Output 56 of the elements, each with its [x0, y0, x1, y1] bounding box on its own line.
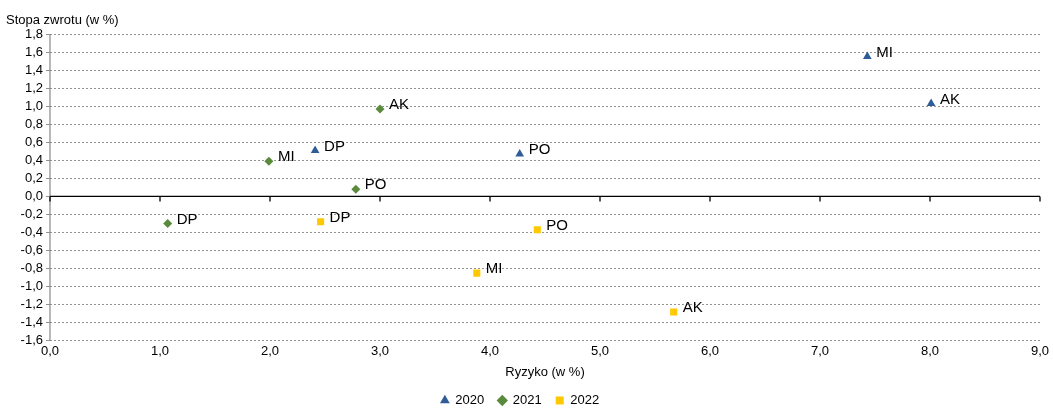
point — [163, 218, 173, 228]
annotation: DP — [324, 136, 345, 154]
x-tick-label: 5,0 — [590, 343, 610, 359]
annotation: AK — [389, 95, 410, 113]
y-tick-label: 0,2 — [24, 169, 43, 185]
y-tick-label: 0,6 — [24, 133, 43, 149]
annotation: MI — [277, 147, 295, 165]
annotation: DP — [329, 207, 351, 225]
legend-label: 2020 — [455, 392, 485, 408]
y-tick-label: 1,0 — [24, 97, 43, 113]
point — [670, 308, 678, 316]
y-tick-label: -1,4 — [20, 314, 43, 330]
y-tick-label: -1,2 — [20, 296, 43, 312]
x-axis-title: Ryzyko (w %) — [505, 363, 585, 379]
x-tick-label: 0,0 — [40, 343, 60, 359]
y-tick-label: -1,0 — [20, 278, 43, 294]
annotation: PO — [546, 215, 568, 233]
point — [533, 226, 541, 234]
y-tick-label: -0,4 — [20, 224, 43, 240]
legend-label: 2022 — [570, 392, 600, 408]
x-tick-label: 2,0 — [260, 343, 280, 359]
y-tick-label: 0,0 — [24, 188, 43, 203]
x-tick-label: 6,0 — [700, 343, 720, 359]
y-axis-title: Stopa zwrotu (w %) — [6, 12, 119, 27]
point — [375, 104, 385, 114]
annotation: AK — [940, 89, 961, 107]
y-tick-label: -1,6 — [20, 332, 43, 348]
legend-label: 2021 — [512, 392, 542, 408]
y-tick-label: -0,6 — [20, 242, 43, 258]
point — [926, 98, 936, 106]
annotation: PO — [528, 140, 551, 158]
point — [264, 156, 274, 166]
annotation: MI — [485, 259, 503, 277]
annotation: DP — [176, 209, 198, 227]
point — [310, 145, 320, 153]
y-tick-label: -0,2 — [20, 206, 43, 222]
y-tick-label: 0,8 — [24, 115, 43, 131]
point — [351, 184, 361, 194]
y-tick-label: -0,8 — [20, 260, 43, 276]
annotation: AK — [682, 298, 703, 316]
x-tick-label: 4,0 — [480, 343, 500, 359]
point — [317, 218, 325, 226]
point — [862, 51, 872, 60]
x-tick-label: 7,0 — [810, 343, 830, 359]
x-tick-label: 9,0 — [1030, 343, 1050, 359]
point — [515, 149, 525, 157]
annotation: MI — [876, 42, 893, 60]
point — [473, 269, 481, 277]
y-tick-label: 0,4 — [24, 151, 43, 167]
x-tick-label: 8,0 — [920, 343, 940, 359]
y-tick-label: 1,4 — [24, 61, 43, 77]
y-tick-label: 1,2 — [24, 79, 43, 95]
x-tick-label: 1,0 — [150, 343, 170, 359]
y-tick-label: 1,6 — [24, 43, 43, 59]
x-tick-label: 3,0 — [370, 343, 390, 359]
annotation: PO — [364, 175, 387, 193]
